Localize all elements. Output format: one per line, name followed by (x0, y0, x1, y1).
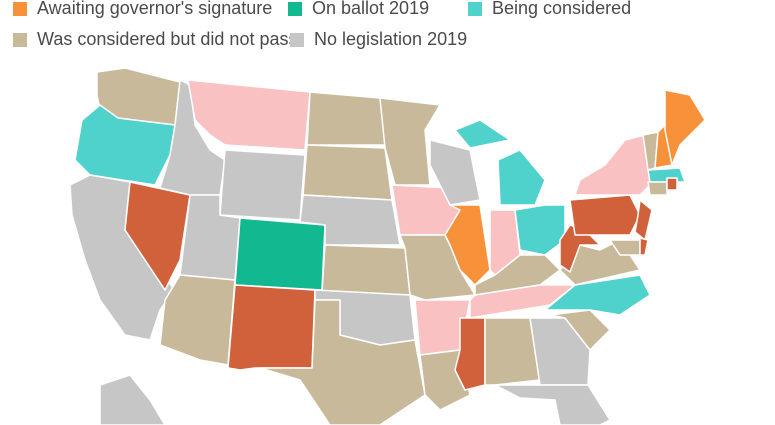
state (634, 199, 653, 241)
state (569, 194, 641, 236)
state (497, 149, 546, 206)
us-map (69, 67, 706, 425)
state (549, 309, 611, 351)
state (514, 204, 566, 256)
state (234, 217, 326, 291)
legend-swatch (288, 2, 302, 16)
legend-label: Awaiting governor's signature (37, 0, 272, 18)
legend-swatch (290, 33, 304, 47)
state (494, 384, 611, 425)
legend-swatch (13, 2, 27, 16)
state (666, 177, 678, 191)
state (227, 284, 316, 371)
legend-label: Being considered (492, 0, 631, 18)
state (159, 274, 236, 366)
state (454, 317, 486, 391)
state (306, 91, 386, 146)
state (639, 237, 649, 256)
state (321, 244, 411, 296)
state (259, 299, 426, 425)
legend-label: Was considered but did not pass (37, 29, 297, 49)
state (574, 134, 651, 196)
state (444, 204, 491, 286)
state (484, 317, 541, 386)
state (559, 224, 601, 273)
legend-swatch (13, 33, 27, 47)
state (302, 144, 393, 201)
state (647, 181, 668, 196)
legend-label: On ballot 2019 (312, 0, 429, 18)
state (219, 149, 306, 221)
state (187, 79, 311, 151)
state (99, 374, 166, 425)
state (379, 97, 441, 186)
state (529, 317, 591, 386)
state (454, 119, 511, 149)
state (664, 89, 706, 166)
legend-swatch (468, 2, 482, 16)
legend: Awaiting governor's signature On ballot 2… (13, 0, 631, 49)
legend-label: No legislation 2019 (314, 29, 467, 49)
